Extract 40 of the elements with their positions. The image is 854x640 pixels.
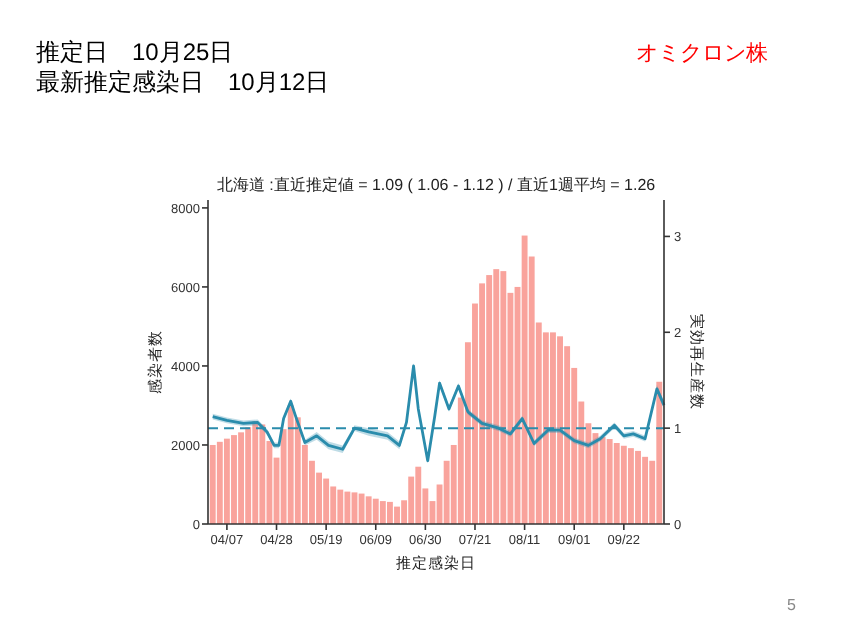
chart-title: 北海道 :直近推定値 = 1.09 ( 1.06 - 1.12 ) / 直近1週平均 = 1.26 bbox=[216, 176, 657, 194]
bar bbox=[209, 444, 216, 524]
bar bbox=[252, 421, 259, 524]
bar bbox=[394, 506, 400, 524]
bar bbox=[557, 336, 563, 524]
bar bbox=[656, 381, 663, 524]
bar bbox=[358, 493, 365, 524]
bar bbox=[500, 271, 507, 524]
bar bbox=[365, 496, 372, 524]
bar bbox=[493, 269, 500, 524]
bar bbox=[550, 332, 556, 524]
bar bbox=[642, 456, 649, 524]
bar bbox=[231, 435, 237, 524]
bar bbox=[344, 491, 351, 524]
bar bbox=[245, 427, 252, 524]
text: 5 bbox=[787, 596, 798, 614]
bar bbox=[599, 437, 606, 524]
bar bbox=[330, 486, 337, 524]
bar bbox=[238, 432, 245, 524]
bar bbox=[479, 283, 486, 524]
bar bbox=[620, 445, 627, 524]
bar bbox=[521, 235, 528, 524]
bar bbox=[372, 498, 379, 524]
bar bbox=[323, 478, 330, 524]
bar bbox=[259, 424, 266, 524]
text: 最新推定感染日 10月12日 bbox=[36, 68, 330, 96]
text: オミクロン株 bbox=[636, 40, 768, 66]
bar bbox=[613, 443, 620, 524]
bar bbox=[223, 438, 230, 524]
bar bbox=[606, 439, 613, 524]
bar bbox=[415, 466, 422, 524]
bar bbox=[386, 501, 393, 524]
bar bbox=[627, 448, 634, 524]
bar bbox=[287, 405, 294, 524]
bar bbox=[216, 441, 223, 524]
bar bbox=[635, 450, 641, 524]
bar bbox=[337, 489, 344, 524]
bar bbox=[379, 501, 386, 524]
bar bbox=[486, 275, 493, 524]
text: 推定日 10月25日 bbox=[36, 38, 234, 66]
